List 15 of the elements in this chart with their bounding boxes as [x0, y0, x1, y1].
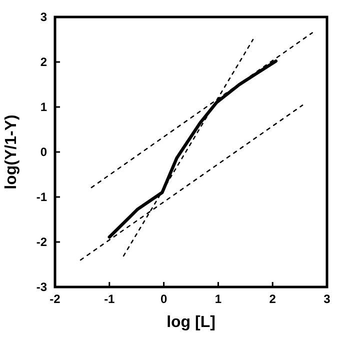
x-axis-title: log [L]: [166, 314, 216, 331]
y-tick-label: 2: [40, 55, 48, 69]
y-tick-label: 3: [40, 10, 48, 24]
y-tick-label: -1: [36, 190, 48, 204]
y-tick-label: -3: [36, 280, 48, 294]
x-tick-label: 0: [160, 292, 168, 306]
x-tick-label: 2: [269, 292, 276, 306]
x-tick-label: -2: [50, 292, 61, 306]
x-tick-label: 1: [214, 292, 222, 306]
y-axis-title: log(Y/1-Y): [3, 114, 20, 190]
x-tick-label: 3: [324, 292, 331, 306]
x-tick-label: -1: [104, 292, 116, 306]
y-tick-label: 0: [40, 145, 48, 159]
y-tick-label: 1: [40, 100, 48, 114]
y-tick-label: -2: [36, 235, 48, 249]
